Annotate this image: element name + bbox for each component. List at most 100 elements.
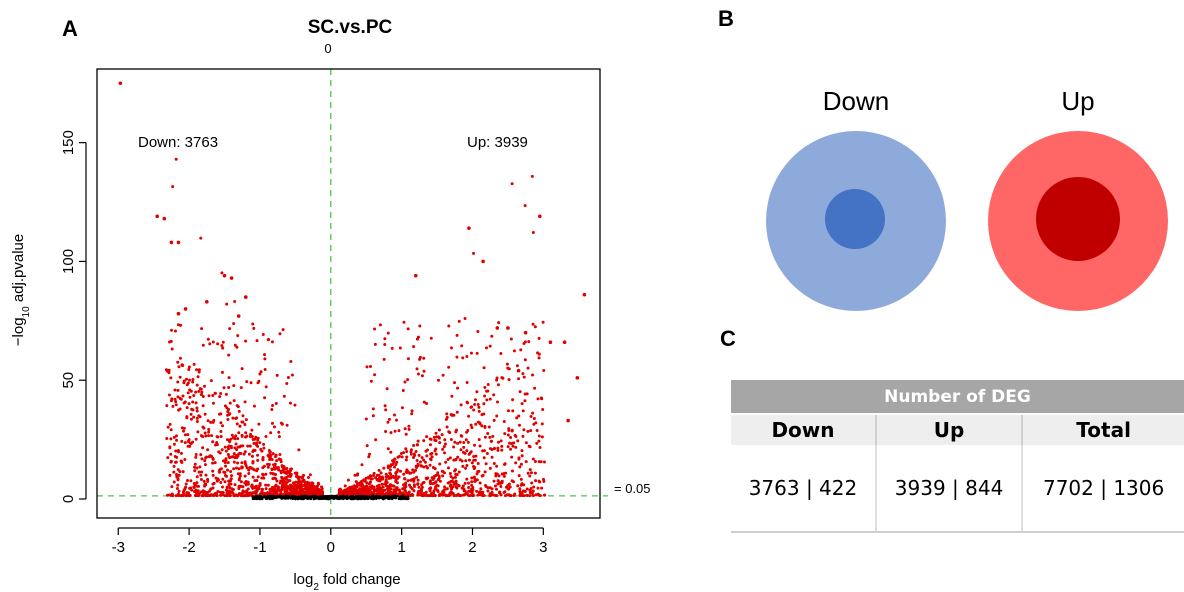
data-point xyxy=(174,460,178,464)
data-point xyxy=(472,408,476,412)
data-point xyxy=(463,316,467,320)
data-point xyxy=(541,407,545,411)
data-point xyxy=(455,355,459,359)
data-point xyxy=(250,454,254,458)
data-point xyxy=(445,415,449,419)
data-point xyxy=(467,226,471,230)
data-point xyxy=(531,494,535,498)
data-point xyxy=(455,333,459,337)
data-point xyxy=(266,494,270,498)
data-point xyxy=(474,454,478,458)
data-point xyxy=(177,489,181,493)
data-point xyxy=(175,438,179,442)
data-point xyxy=(243,400,247,404)
data-point xyxy=(365,365,369,369)
data-point xyxy=(187,402,191,406)
data-point xyxy=(448,472,452,476)
data-point xyxy=(462,489,466,493)
data-point xyxy=(223,445,227,449)
data-point xyxy=(206,479,210,483)
data-point xyxy=(535,429,539,433)
data-point xyxy=(405,497,409,501)
data-point xyxy=(276,487,280,491)
data-point xyxy=(399,496,403,499)
data-point xyxy=(184,377,188,381)
data-point xyxy=(541,320,545,324)
data-point xyxy=(530,481,534,485)
data-point xyxy=(207,455,211,459)
venn-down-label: Down xyxy=(822,86,890,116)
data-point xyxy=(476,493,480,497)
data-point xyxy=(243,423,247,427)
data-point xyxy=(393,429,397,433)
data-point xyxy=(245,380,249,384)
data-point xyxy=(169,452,173,456)
data-point xyxy=(199,236,203,240)
data-point xyxy=(200,457,204,461)
data-point xyxy=(394,471,398,475)
data-point xyxy=(475,478,479,482)
data-point xyxy=(194,437,198,441)
data-point xyxy=(426,466,430,470)
data-point xyxy=(388,484,392,488)
data-point xyxy=(398,469,402,473)
data-point xyxy=(264,487,268,491)
data-point xyxy=(422,356,426,360)
data-point xyxy=(236,461,240,465)
data-point xyxy=(221,477,225,481)
data-point xyxy=(185,383,189,387)
data-point xyxy=(511,398,515,402)
data-point xyxy=(262,495,266,499)
data-point xyxy=(403,427,407,431)
data-point xyxy=(514,461,518,465)
x-tick-label: -1 xyxy=(253,539,266,556)
data-point xyxy=(469,351,473,355)
data-point xyxy=(515,364,519,368)
data-point xyxy=(536,486,540,490)
data-point xyxy=(213,461,217,465)
data-point xyxy=(502,474,506,478)
data-point xyxy=(211,420,215,424)
data-point xyxy=(499,439,503,443)
data-point xyxy=(528,491,532,495)
data-point xyxy=(170,347,174,351)
data-point xyxy=(255,469,259,473)
data-point xyxy=(199,393,203,397)
data-point xyxy=(310,484,314,488)
data-point xyxy=(223,473,227,477)
data-point xyxy=(392,491,396,495)
data-point xyxy=(454,479,458,483)
data-point xyxy=(492,462,496,466)
data-point xyxy=(176,240,181,245)
data-point xyxy=(201,343,205,347)
data-point xyxy=(470,461,474,465)
data-point xyxy=(275,373,279,377)
data-point xyxy=(184,485,188,489)
axes: -3 -2 -1 0 1 2 3 0 50 100 150 xyxy=(60,130,547,556)
data-point xyxy=(218,468,222,472)
data-point xyxy=(203,463,207,467)
data-point xyxy=(259,447,263,451)
data-point xyxy=(520,454,524,458)
data-point xyxy=(281,482,285,486)
data-point xyxy=(189,389,193,393)
data-point xyxy=(232,322,236,326)
data-point xyxy=(540,422,544,426)
data-point xyxy=(385,387,389,391)
data-point xyxy=(273,467,277,471)
data-point xyxy=(458,458,462,462)
data-point xyxy=(429,336,433,340)
data-point xyxy=(465,492,469,496)
data-point xyxy=(441,474,445,478)
data-point xyxy=(537,434,541,438)
data-point xyxy=(173,455,177,459)
data-point xyxy=(533,325,537,329)
data-point xyxy=(195,406,199,410)
data-point xyxy=(453,475,457,479)
data-point xyxy=(222,273,227,278)
data-point xyxy=(420,483,424,487)
data-point xyxy=(434,439,438,443)
data-point xyxy=(188,395,192,399)
data-point xyxy=(429,479,433,483)
data-point xyxy=(197,470,201,474)
